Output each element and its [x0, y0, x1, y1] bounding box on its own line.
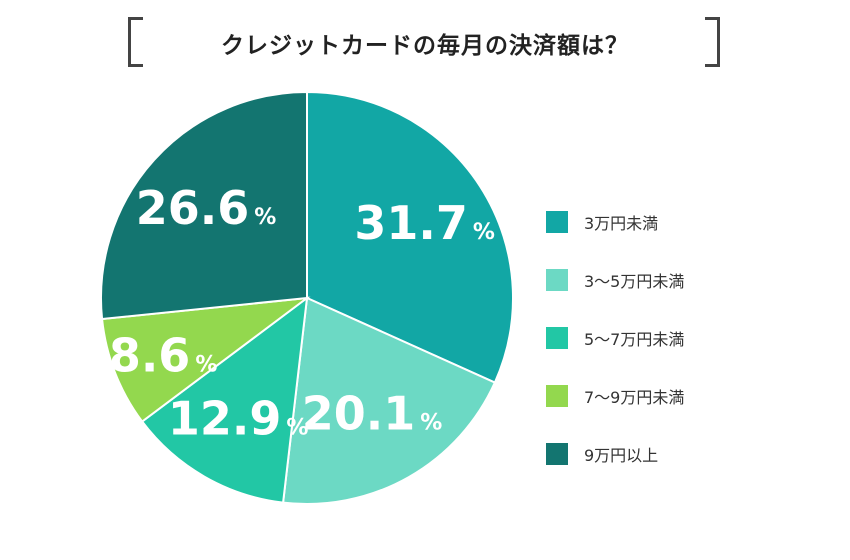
legend-item: 5〜7万円未満 [546, 325, 684, 350]
title-bracket-left [128, 17, 143, 67]
slice-value-label: 12.9% [168, 392, 309, 446]
legend-label: 5〜7万円未満 [584, 329, 685, 349]
legend-swatch [546, 384, 568, 407]
legend-swatch [546, 326, 568, 349]
legend-label: 3万円未満 [584, 213, 659, 233]
title-bracket-right [705, 17, 720, 67]
chart-title: クレジットカードの毎月の決済額は？ [221, 33, 629, 59]
slice-value-label: 8.6% [109, 328, 218, 382]
legend-label: 9万円以上 [584, 445, 659, 465]
legend-item: 3万円未満 [546, 209, 684, 234]
legend-swatch [546, 210, 568, 233]
pie-slice [281, 296, 497, 505]
legend-swatch [546, 268, 568, 291]
pie-slice [100, 296, 311, 423]
legend-label: 7〜9万円未満 [584, 387, 685, 407]
slice-value-label: 20.1% [302, 387, 443, 441]
legend: 3万円未満 3〜5万円未満 5〜7万円未満 7〜9万円未満 9万円以上 [546, 209, 684, 499]
pie-slice [140, 295, 309, 504]
legend-item: 7〜9万円未満 [546, 383, 684, 408]
slice-value-label: 31.7% [354, 196, 495, 250]
pie-slice [306, 90, 514, 384]
slice-value-label: 26.6% [136, 181, 277, 235]
legend-item: 3〜5万円未満 [546, 267, 684, 292]
legend-label: 3〜5万円未満 [584, 271, 685, 291]
legend-swatch [546, 442, 568, 465]
pie-slice [100, 90, 308, 321]
legend-item: 9万円以上 [546, 441, 684, 466]
